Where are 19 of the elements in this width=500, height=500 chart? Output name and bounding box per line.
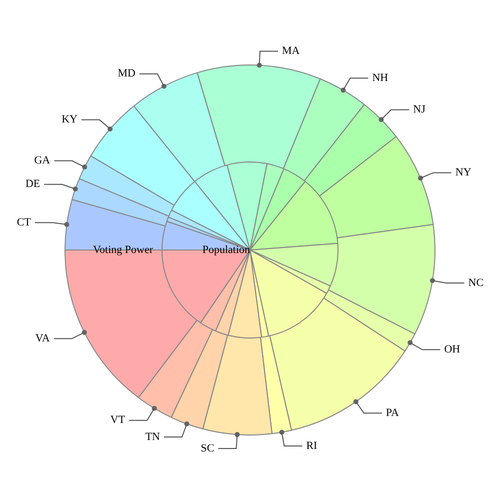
slice-label: VA — [35, 332, 50, 345]
slice-label: TN — [145, 430, 160, 443]
slice-label: RI — [306, 440, 318, 452]
slice-label: Population — [202, 244, 250, 256]
slice-label: OH — [444, 344, 460, 356]
slice-label: VT — [110, 414, 126, 426]
slice-label: Voting Power — [93, 244, 154, 256]
slice-label: PA — [386, 407, 400, 420]
slice-label: MD — [118, 68, 136, 80]
slice-label: GA — [34, 154, 50, 167]
slice-label: NJ — [413, 104, 426, 116]
slice-label: NY — [455, 166, 472, 179]
slice-label: SC — [200, 442, 214, 454]
slice-label: MA — [282, 45, 300, 58]
slice-label: NH — [372, 72, 388, 84]
slice-label: NC — [468, 276, 484, 289]
slice-label: DE — [25, 178, 40, 190]
slice-label: CT — [16, 216, 32, 228]
slice-label: KY — [62, 114, 78, 126]
